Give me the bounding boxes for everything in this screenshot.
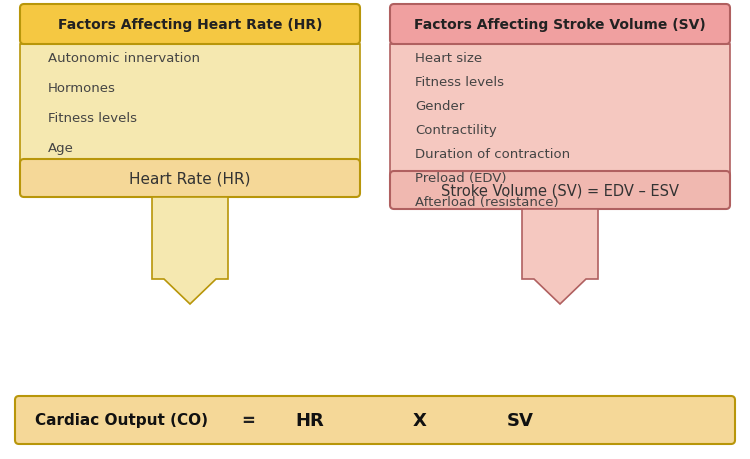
- Text: HR: HR: [296, 411, 324, 429]
- Text: Heart size: Heart size: [415, 52, 482, 65]
- Text: Afterload (resistance): Afterload (resistance): [415, 196, 559, 208]
- FancyBboxPatch shape: [20, 160, 360, 197]
- Text: Age: Age: [48, 142, 74, 155]
- Polygon shape: [522, 210, 598, 304]
- Polygon shape: [20, 45, 360, 219]
- Polygon shape: [390, 45, 730, 230]
- Text: SV: SV: [506, 411, 533, 429]
- Text: Stroke Volume (SV) = EDV – ESV: Stroke Volume (SV) = EDV – ESV: [441, 183, 679, 198]
- FancyBboxPatch shape: [390, 172, 730, 210]
- Polygon shape: [152, 197, 228, 304]
- Text: Preload (EDV): Preload (EDV): [415, 172, 506, 185]
- Text: Contractility: Contractility: [415, 124, 497, 137]
- Text: Fitness levels: Fitness levels: [48, 112, 137, 125]
- FancyBboxPatch shape: [20, 5, 360, 45]
- Text: Gender: Gender: [415, 100, 464, 113]
- FancyBboxPatch shape: [15, 396, 735, 444]
- Text: Autonomic innervation: Autonomic innervation: [48, 52, 200, 65]
- Text: Heart Rate (HR): Heart Rate (HR): [129, 171, 251, 186]
- Text: Factors Affecting Stroke Volume (SV): Factors Affecting Stroke Volume (SV): [414, 18, 706, 32]
- Text: Fitness levels: Fitness levels: [415, 76, 504, 89]
- Text: =: =: [241, 411, 255, 429]
- Text: Cardiac Output (CO): Cardiac Output (CO): [35, 413, 208, 428]
- Text: X: X: [413, 411, 427, 429]
- Text: Hormones: Hormones: [48, 82, 116, 95]
- Text: Factors Affecting Heart Rate (HR): Factors Affecting Heart Rate (HR): [58, 18, 322, 32]
- FancyBboxPatch shape: [390, 5, 730, 45]
- Text: Duration of contraction: Duration of contraction: [415, 148, 570, 161]
